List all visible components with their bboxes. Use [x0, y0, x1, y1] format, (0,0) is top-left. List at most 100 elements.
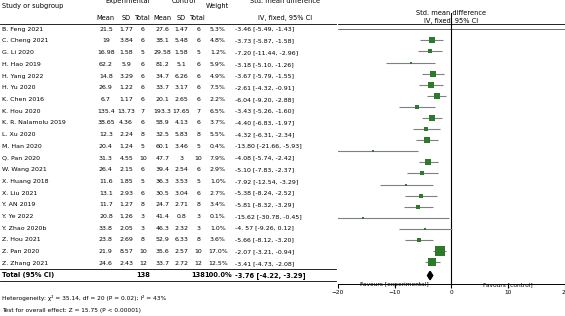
- Text: 62.2: 62.2: [99, 62, 113, 67]
- Text: 2.43: 2.43: [119, 261, 133, 266]
- Text: 30.5: 30.5: [155, 191, 169, 196]
- Text: -4.40 [-6.83, -1.97]: -4.40 [-6.83, -1.97]: [235, 120, 294, 125]
- Text: -6.04 [-9.20, -2.88]: -6.04 [-9.20, -2.88]: [235, 97, 294, 102]
- Text: H. Yu 2020: H. Yu 2020: [2, 85, 35, 90]
- Text: 3.84: 3.84: [119, 39, 133, 44]
- Text: 36.3: 36.3: [155, 179, 169, 184]
- Text: 19: 19: [102, 39, 110, 44]
- Text: 1.2%: 1.2%: [210, 50, 226, 55]
- Text: 1.77: 1.77: [119, 27, 133, 32]
- Text: 35.6: 35.6: [155, 249, 169, 254]
- Text: 11.6: 11.6: [99, 179, 112, 184]
- Text: Q. Pan 2020: Q. Pan 2020: [2, 155, 40, 161]
- Text: 1.17: 1.17: [119, 97, 133, 102]
- Text: K. R. Nalamolu 2019: K. R. Nalamolu 2019: [2, 120, 66, 125]
- Polygon shape: [428, 271, 433, 280]
- Text: Std. mean difference: Std. mean difference: [416, 10, 486, 16]
- Text: Y. Ye 2022: Y. Ye 2022: [2, 214, 33, 219]
- Text: 6.7: 6.7: [101, 97, 111, 102]
- Text: 8: 8: [141, 202, 145, 207]
- Text: 5: 5: [197, 144, 200, 149]
- Text: 2.7%: 2.7%: [210, 191, 226, 196]
- Text: 4.36: 4.36: [119, 120, 133, 125]
- Text: 5: 5: [141, 179, 145, 184]
- Text: -3.76 [-4.22, -3.29]: -3.76 [-4.22, -3.29]: [235, 271, 306, 278]
- Text: 7: 7: [197, 109, 201, 114]
- Text: 38.65: 38.65: [97, 120, 115, 125]
- Text: 20.4: 20.4: [99, 144, 113, 149]
- Text: 5.9: 5.9: [121, 62, 131, 67]
- Text: 2.72: 2.72: [175, 261, 189, 266]
- Text: 24.7: 24.7: [155, 202, 169, 207]
- Text: 14.8: 14.8: [99, 74, 113, 79]
- Text: 20.8: 20.8: [99, 214, 113, 219]
- Text: 6.33: 6.33: [175, 237, 189, 242]
- Text: -3.41 [-4.73, -2.08]: -3.41 [-4.73, -2.08]: [235, 261, 294, 266]
- Text: 1.0%: 1.0%: [210, 179, 225, 184]
- Text: Favours [experimental]: Favours [experimental]: [360, 283, 429, 288]
- Text: 6: 6: [197, 27, 200, 32]
- Text: SD: SD: [121, 15, 131, 21]
- Text: 8: 8: [141, 237, 145, 242]
- Text: IV, fixed, 95% CI: IV, fixed, 95% CI: [424, 18, 479, 24]
- Text: 60.1: 60.1: [155, 144, 169, 149]
- Text: 58.9: 58.9: [155, 120, 169, 125]
- Text: C. Cheng 2021: C. Cheng 2021: [2, 39, 48, 44]
- Text: Study or subgroup: Study or subgroup: [2, 3, 63, 9]
- Text: 7.5%: 7.5%: [210, 85, 226, 90]
- Text: 47.7: 47.7: [155, 155, 169, 161]
- Text: 1.0%: 1.0%: [210, 226, 225, 231]
- Text: 138: 138: [136, 272, 150, 278]
- Text: K. Hou 2020: K. Hou 2020: [2, 109, 40, 114]
- Text: 1.27: 1.27: [119, 202, 133, 207]
- Text: 6: 6: [197, 74, 200, 79]
- Text: 5.1: 5.1: [177, 62, 186, 67]
- Text: 6: 6: [141, 167, 145, 172]
- Text: 29.58: 29.58: [154, 50, 171, 55]
- Text: -3.73 [-5.87, -1.58]: -3.73 [-5.87, -1.58]: [235, 39, 294, 44]
- Text: 3.29: 3.29: [119, 74, 133, 79]
- Text: Favours [control]: Favours [control]: [483, 283, 533, 288]
- Text: -4.08 [-5.74, -2.42]: -4.08 [-5.74, -2.42]: [235, 155, 294, 161]
- Text: 5.3%: 5.3%: [210, 27, 226, 32]
- Text: 23.8: 23.8: [99, 237, 113, 242]
- Text: 0.1%: 0.1%: [210, 214, 225, 219]
- Text: 4.9%: 4.9%: [210, 74, 226, 79]
- Text: 8: 8: [197, 132, 200, 137]
- Text: 6: 6: [197, 85, 200, 90]
- Text: -15.62 [-30.78, -0.45]: -15.62 [-30.78, -0.45]: [235, 214, 302, 219]
- Text: 6: 6: [197, 97, 200, 102]
- Text: 0.4%: 0.4%: [210, 144, 226, 149]
- Text: -2.61 [-4.32, -0.91]: -2.61 [-4.32, -0.91]: [235, 85, 294, 90]
- Text: 5.48: 5.48: [175, 39, 188, 44]
- Text: -4. 57 [-9.26, 0.12]: -4. 57 [-9.26, 0.12]: [235, 226, 294, 231]
- Text: -7.20 [-11.44, -2.96]: -7.20 [-11.44, -2.96]: [235, 50, 298, 55]
- Text: 81.2: 81.2: [155, 62, 169, 67]
- Text: 2.54: 2.54: [175, 167, 189, 172]
- Text: 3: 3: [197, 226, 201, 231]
- Text: 13.1: 13.1: [99, 191, 113, 196]
- Text: B. Feng 2021: B. Feng 2021: [2, 27, 43, 32]
- Text: W. Wang 2021: W. Wang 2021: [2, 167, 46, 172]
- Text: 8.57: 8.57: [119, 249, 133, 254]
- Text: SD: SD: [177, 15, 186, 21]
- Text: 12.3: 12.3: [99, 132, 113, 137]
- Text: 38.1: 38.1: [155, 39, 169, 44]
- Text: Z. Hou 2021: Z. Hou 2021: [2, 237, 40, 242]
- Text: 13.73: 13.73: [117, 109, 135, 114]
- Text: Mean: Mean: [153, 15, 171, 21]
- Text: 12: 12: [139, 261, 147, 266]
- Text: 2.2%: 2.2%: [210, 97, 226, 102]
- Text: 31.3: 31.3: [99, 155, 113, 161]
- Text: 6.5%: 6.5%: [210, 109, 225, 114]
- Text: 2.71: 2.71: [175, 202, 189, 207]
- Text: 12: 12: [194, 261, 202, 266]
- Text: 5.5%: 5.5%: [210, 132, 225, 137]
- Text: 1.58: 1.58: [175, 50, 188, 55]
- Text: 3: 3: [180, 155, 184, 161]
- Text: Experimental: Experimental: [106, 0, 150, 4]
- Text: 6: 6: [197, 39, 200, 44]
- Text: 17.65: 17.65: [173, 109, 190, 114]
- Text: 6: 6: [141, 39, 145, 44]
- Text: 2.57: 2.57: [175, 249, 189, 254]
